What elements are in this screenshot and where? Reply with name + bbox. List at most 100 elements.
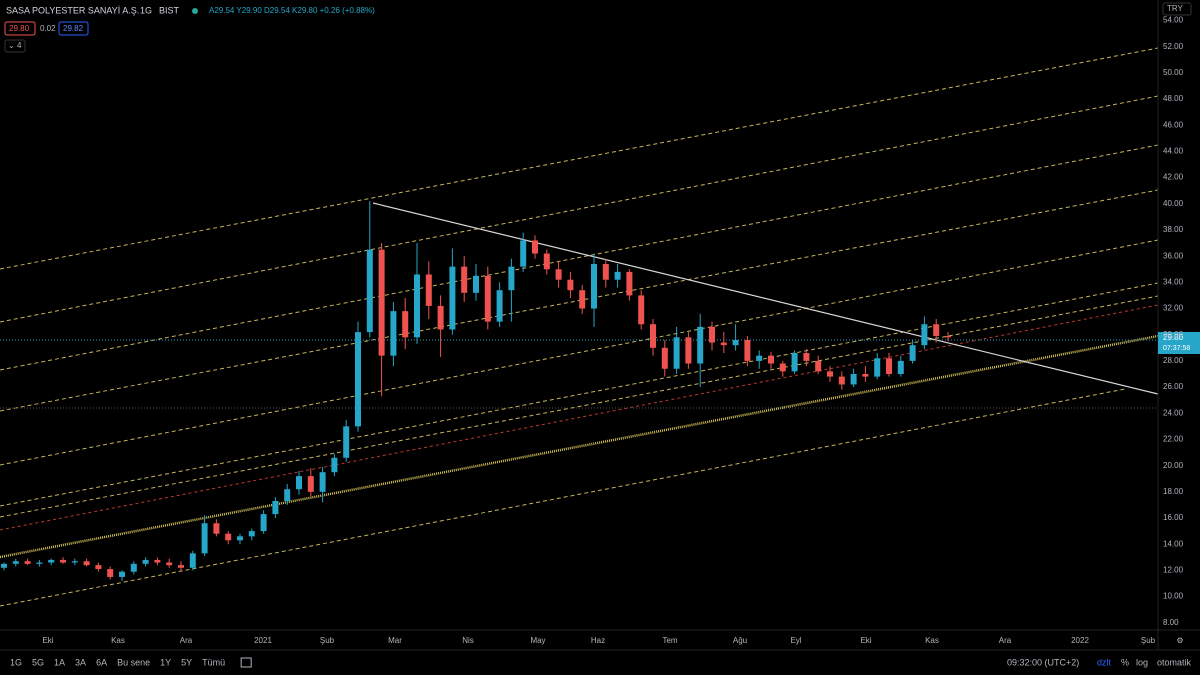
candle-body [803, 353, 810, 361]
candle-body [862, 373, 869, 377]
x-tick-label: 2022 [1071, 636, 1089, 645]
candle-body [36, 562, 43, 564]
toolbar: 09:32:00 (UTC+2) 1G 5G 1A 3A 6A Bu sene 1Y 5Y Tü… [10, 657, 1192, 668]
settings-icon[interactable]: ⚙ [1176, 636, 1183, 645]
candle-body [248, 531, 255, 537]
candle-body [508, 266, 515, 291]
candle-body [850, 373, 857, 385]
y-tick-label: 10.00 [1163, 592, 1184, 601]
y-tick-label: 36.00 [1163, 251, 1184, 260]
range-button[interactable]: 5Y [181, 657, 192, 667]
currency-button[interactable] [1162, 2, 1192, 16]
scale-option[interactable]: log [1136, 657, 1148, 667]
candle-body [461, 266, 468, 293]
indicators-toggle[interactable] [4, 39, 26, 53]
candle-body [897, 360, 904, 374]
range-button[interactable]: 1Y [160, 657, 171, 667]
range-button[interactable]: 5G [32, 657, 44, 667]
candle-body [1, 563, 7, 568]
price-tag-countdown: 07:37:58 [1163, 345, 1190, 352]
indicator-chevron: ⌄ [8, 41, 15, 50]
candle-body [331, 457, 338, 473]
candles [1, 201, 951, 581]
x-tick-label: Kas [111, 636, 125, 645]
candle-body [555, 269, 562, 280]
candle-body [933, 324, 940, 337]
x-tick-label: Nis [462, 636, 474, 645]
candle-body [414, 274, 420, 338]
candle-body [130, 563, 137, 572]
range-button[interactable]: Bu sene [117, 657, 150, 667]
candle-body [779, 363, 786, 372]
candle-body [886, 358, 892, 374]
candle-body [355, 332, 361, 427]
x-tick-label: Kas [925, 636, 939, 645]
y-tick-label: 54.00 [1163, 16, 1184, 25]
x-tick-label: Tem [662, 636, 677, 645]
candle-body [178, 565, 184, 568]
candle-body [815, 360, 822, 372]
y-tick-label: 18.00 [1163, 487, 1184, 496]
candle-body [237, 536, 243, 541]
ask-price: 29.82 [63, 24, 84, 33]
candle-body [390, 311, 397, 356]
candle-body [945, 336, 951, 338]
candle-body [272, 500, 279, 515]
candle-body [60, 559, 66, 563]
x-tick-label: Şub [1141, 636, 1156, 645]
scale-option[interactable]: % [1121, 657, 1129, 667]
candle-body [827, 371, 833, 377]
channel-line [0, 295, 1159, 518]
ask-box[interactable] [58, 21, 89, 36]
y-tick-label: 38.00 [1163, 225, 1184, 234]
y-tick-label: 32.00 [1163, 304, 1184, 313]
candle-body [95, 565, 102, 570]
candle-body [579, 290, 586, 309]
candle-body [685, 337, 692, 364]
y-tick-label: 52.00 [1163, 42, 1184, 51]
channel-line [0, 239, 1159, 466]
bid-box[interactable] [4, 21, 36, 36]
range-button[interactable]: Tümü [202, 657, 225, 667]
candle-body [591, 264, 597, 309]
candle-body [119, 571, 125, 577]
candle-body [697, 326, 704, 364]
date-range-icon[interactable] [240, 657, 252, 668]
candle-body [532, 240, 538, 254]
ohlc-legend: A29.54 Y29.90 D29.54 K29.80 +0.26 (+0.88… [209, 6, 375, 15]
range-button[interactable]: 1A [54, 657, 65, 667]
candle-body [661, 347, 668, 369]
symbol-name: SASA POLYESTER SANAYİ A.Ş. [6, 5, 139, 15]
candle-body [638, 295, 645, 325]
x-tick-label: Eki [42, 636, 53, 645]
range-button[interactable]: 6A [96, 657, 107, 667]
candle-body [201, 523, 208, 554]
y-tick-label: 30.00 [1163, 330, 1184, 339]
scale-option[interactable]: otomatik [1157, 657, 1192, 667]
candle-body [437, 305, 444, 330]
candle-body [307, 476, 314, 492]
candle-body [874, 358, 881, 377]
y-tick-label: 40.00 [1163, 199, 1184, 208]
y-tick-label: 28.00 [1163, 356, 1184, 365]
range-button[interactable]: 3A [75, 657, 86, 667]
y-tick-label: 34.00 [1163, 277, 1184, 286]
candle-body [838, 376, 845, 385]
x-tick-label: Ara [180, 636, 193, 645]
y-tick-label: 20.00 [1163, 461, 1184, 470]
candle-body [520, 240, 527, 267]
candle-body [449, 266, 456, 330]
candle-body [602, 264, 609, 280]
candle-body [744, 339, 751, 361]
candle-body [709, 326, 715, 343]
trend-support [0, 334, 1159, 559]
y-tick-label: 44.00 [1163, 147, 1184, 156]
candle-body [225, 533, 232, 541]
exchange: BIST [159, 5, 180, 15]
x-tick-label: Ağu [733, 636, 747, 645]
scale-option[interactable]: dzlt [1097, 657, 1112, 667]
candle-body [473, 275, 479, 293]
range-button[interactable]: 1G [10, 657, 22, 667]
